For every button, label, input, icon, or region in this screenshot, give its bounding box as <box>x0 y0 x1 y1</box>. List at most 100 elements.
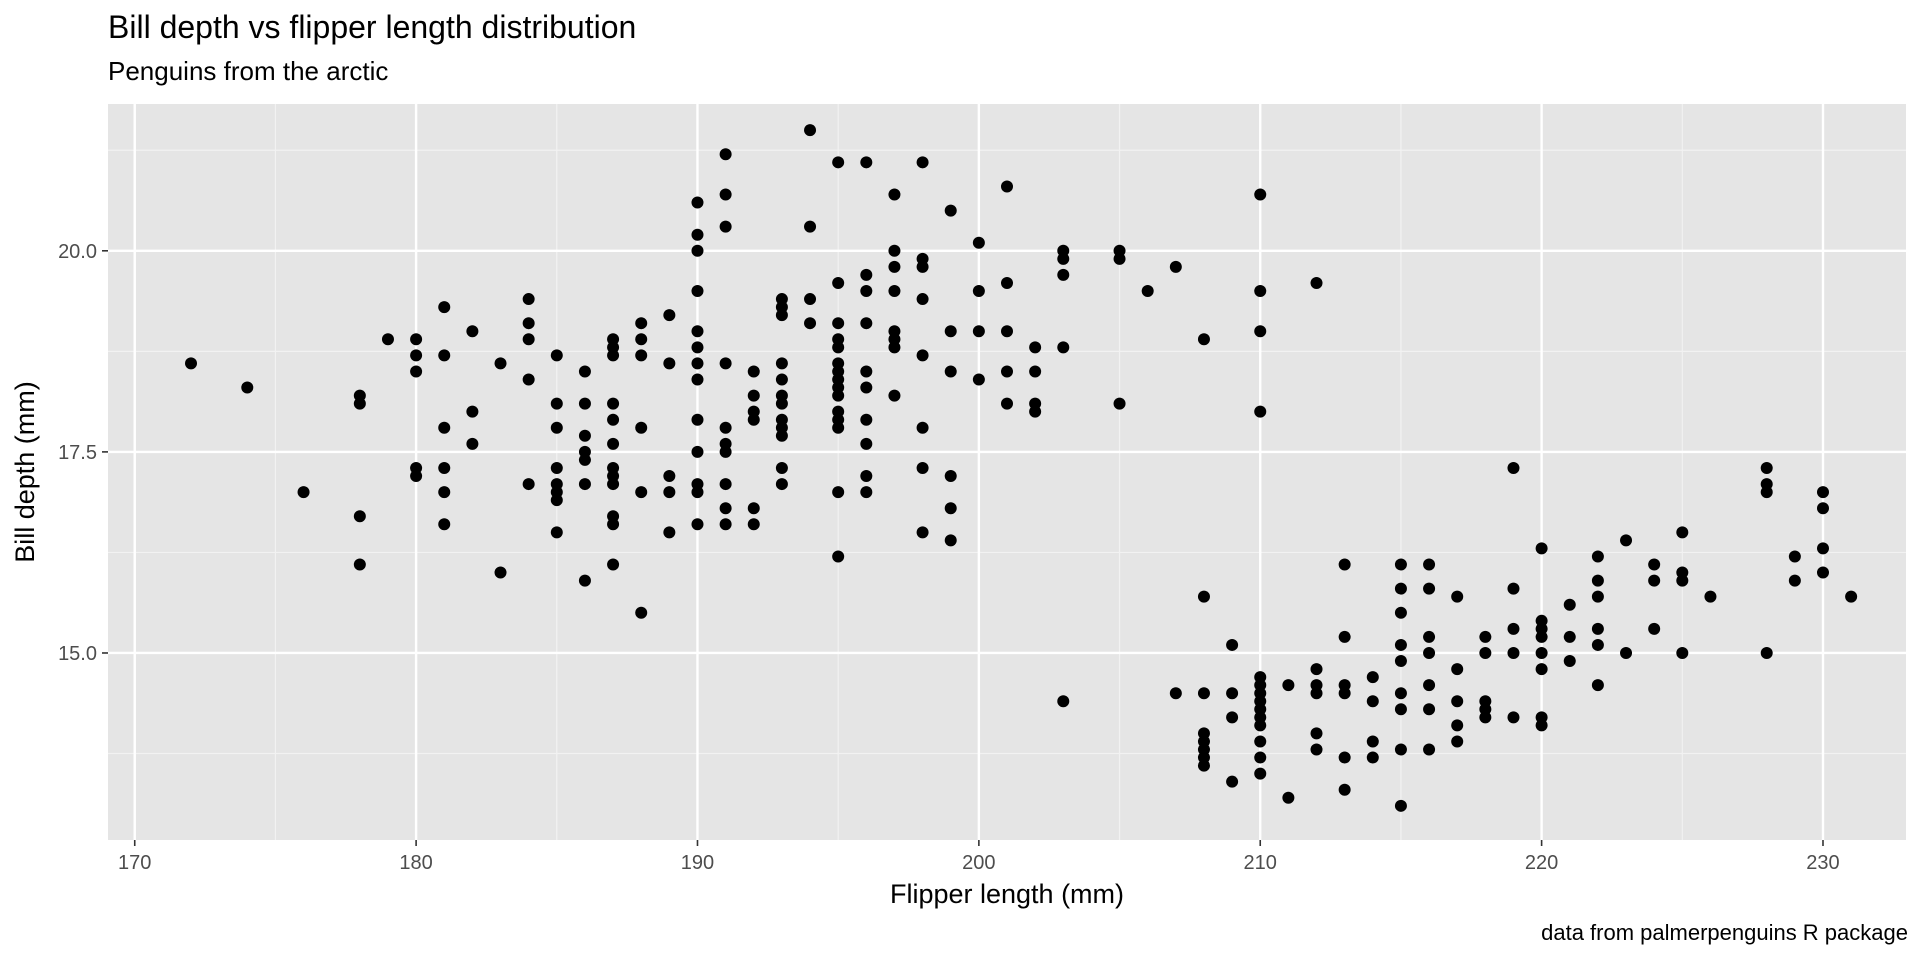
scatter-point <box>1029 405 1042 418</box>
scatter-point <box>691 413 704 426</box>
scatter-point <box>972 236 985 249</box>
scatter-point <box>1057 268 1070 281</box>
scatter-point <box>691 357 704 370</box>
scatter-point <box>1845 590 1858 603</box>
scatter-point <box>1366 671 1379 684</box>
scatter-point <box>1394 606 1407 619</box>
scatter-point <box>1507 582 1520 595</box>
scatter-point <box>1423 703 1436 716</box>
scatter-point <box>832 156 845 169</box>
scatter-point <box>747 518 760 531</box>
scatter-point <box>804 220 817 233</box>
scatter-point <box>663 309 676 322</box>
scatter-point <box>719 220 732 233</box>
scatter-point <box>804 124 817 137</box>
scatter-point <box>522 293 535 306</box>
scatter-point <box>578 397 591 410</box>
scatter-point <box>635 421 648 434</box>
plot-panel <box>108 104 1906 840</box>
scatter-point <box>1141 285 1154 298</box>
scatter-point <box>1451 695 1464 708</box>
chart-title: Bill depth vs flipper length distributio… <box>108 9 637 45</box>
scatter-point <box>719 478 732 491</box>
x-tick-label: 210 <box>1244 852 1277 874</box>
scatter-point <box>1816 542 1829 555</box>
scatter-point <box>691 244 704 257</box>
scatter-point <box>1535 663 1548 676</box>
scatter-point <box>607 413 620 426</box>
scatter-point <box>1001 180 1013 193</box>
scatter-point <box>1394 582 1407 595</box>
x-tick-label: 180 <box>399 852 432 874</box>
scatter-point <box>1197 687 1210 700</box>
scatter-point <box>438 349 451 362</box>
scatter-point <box>1591 550 1604 563</box>
scatter-point <box>888 260 901 273</box>
scatter-point <box>1423 582 1436 595</box>
scatter-point <box>578 574 591 587</box>
scatter-point <box>1479 630 1492 643</box>
scatter-point <box>438 301 451 314</box>
scatter-point <box>1591 622 1604 635</box>
scatter-point <box>635 349 648 362</box>
scatter-point <box>607 478 620 491</box>
x-axis-title: Flipper length (mm) <box>890 879 1124 909</box>
scatter-point <box>860 470 873 483</box>
scatter-point <box>1197 590 1210 603</box>
scatter-point <box>775 461 788 474</box>
scatter-point <box>1648 558 1661 571</box>
scatter-point <box>719 502 732 515</box>
scatter-point <box>550 461 563 474</box>
scatter-point <box>578 429 591 442</box>
scatter-point <box>1394 743 1407 756</box>
scatter-point <box>888 244 901 257</box>
scatter-point <box>944 325 957 338</box>
scatter-point <box>1535 542 1548 555</box>
scatter-point <box>1676 526 1689 539</box>
scatter-point <box>775 429 788 442</box>
scatter-point <box>944 502 957 515</box>
scatter-point <box>1226 711 1239 724</box>
scatter-point <box>1648 574 1661 587</box>
scatter-point <box>916 293 929 306</box>
scatter-point <box>1197 333 1210 346</box>
scatter-point <box>832 550 845 563</box>
scatter-point <box>719 148 732 161</box>
scatter-point <box>1338 687 1351 700</box>
scatter-point <box>1591 590 1604 603</box>
scatter-point <box>1310 663 1323 676</box>
scatter-point <box>832 421 845 434</box>
scatter-point <box>550 526 563 539</box>
y-axis: 15.0 17.5 20.0 <box>58 241 108 665</box>
scatter-point <box>719 421 732 434</box>
scatter-point <box>691 518 704 531</box>
scatter-point <box>438 421 451 434</box>
scatter-point <box>691 486 704 499</box>
scatter-point <box>691 196 704 209</box>
scatter-point <box>972 285 985 298</box>
scatter-point <box>663 486 676 499</box>
scatter-point <box>860 486 873 499</box>
scatter-point <box>550 349 563 362</box>
scatter-point <box>1310 727 1323 740</box>
scatter-point <box>410 333 423 346</box>
scatter-point <box>1816 566 1829 579</box>
scatter-point <box>1057 341 1070 354</box>
scatter-point <box>1057 252 1070 265</box>
scatter-point <box>1648 622 1661 635</box>
chart-caption: data from palmerpenguins R package <box>1541 920 1908 945</box>
scatter-point <box>832 276 845 289</box>
scatter-point <box>1760 461 1773 474</box>
scatter-point <box>916 349 929 362</box>
scatter-point <box>578 453 591 466</box>
y-tick-label: 15.0 <box>58 643 97 665</box>
y-axis-title: Bill depth (mm) <box>10 381 40 563</box>
scatter-point <box>972 373 985 386</box>
scatter-point <box>1029 365 1042 378</box>
scatter-point <box>691 341 704 354</box>
scatter-point <box>860 437 873 450</box>
scatter-point <box>1310 276 1323 289</box>
scatter-point <box>1113 397 1126 410</box>
scatter-point <box>888 188 901 201</box>
